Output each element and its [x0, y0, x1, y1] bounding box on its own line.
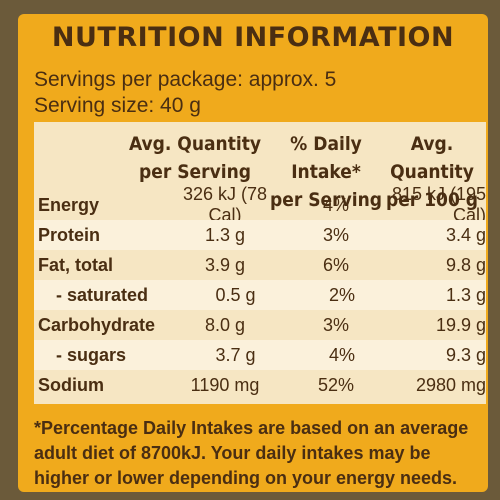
- header-avg-quantity-per-serving: Avg. Quantity per Serving: [128, 133, 262, 183]
- per-serving-value: 0.5 g: [215, 284, 256, 305]
- row-label: Protein: [38, 224, 101, 245]
- daily-intake-value: 3%: [323, 314, 350, 335]
- daily-intake-value: 3%: [323, 224, 350, 245]
- daily-intake-value: 6%: [323, 254, 350, 275]
- table-row-protein: Protein 1.3 g 3% 3.4 g: [34, 220, 486, 250]
- per-100g-value: 3.4 g: [445, 224, 487, 245]
- per-serving-value: 1190 mg: [190, 374, 260, 395]
- daily-intake-value: 2%: [329, 284, 356, 305]
- per-serving-value: 1.3 g: [204, 224, 246, 245]
- header-avg-quantity-per-100g: Avg. Quantity per 100 g: [385, 133, 479, 211]
- per-100g-value: 2980 mg: [415, 374, 487, 395]
- per-100g-value: 1.3 g: [445, 284, 486, 305]
- table-row-sodium: Sodium 1190 mg 52% 2980 mg: [34, 370, 486, 400]
- row-label: Fat, total: [38, 254, 113, 275]
- table-row-sugars: - sugars 3.7 g 4% 9.3 g: [34, 340, 486, 370]
- per-100g-value: 9.3 g: [445, 344, 486, 365]
- daily-intake-value: 4%: [329, 344, 356, 365]
- table-row-saturated: - saturated 0.5 g 2% 1.3 g: [34, 280, 486, 310]
- per-serving-value: 8.0 g: [204, 314, 246, 335]
- row-label: - sugars: [56, 344, 127, 365]
- serving-size: Serving size: 40 g: [34, 94, 201, 117]
- row-label: Energy: [38, 194, 100, 215]
- row-label: Sodium: [38, 374, 104, 395]
- nutrition-panel: NUTRITION INFORMATION Servings per packa…: [18, 14, 488, 492]
- daily-intake-value: 52%: [318, 374, 355, 395]
- daily-intake-value: 4%: [323, 194, 350, 215]
- row-label: - saturated: [56, 284, 149, 305]
- header-daily-intake-per-serving: % Daily Intake* per Serving: [270, 133, 382, 211]
- servings-per-package: Servings per package: approx. 5: [34, 68, 337, 91]
- nutrition-table: Avg. Quantity per Serving % Daily Intake…: [34, 122, 486, 404]
- table-row-fat-total: Fat, total 3.9 g 6% 9.8 g: [34, 250, 486, 280]
- table-row-carbohydrate: Carbohydrate 8.0 g 3% 19.9 g: [34, 310, 486, 340]
- per-serving-value: 3.7 g: [215, 344, 256, 365]
- per-serving-value: 3.9 g: [204, 254, 246, 275]
- per-100g-value: 19.9 g: [435, 314, 487, 335]
- page-title: NUTRITION INFORMATION: [51, 22, 455, 53]
- row-label: Carbohydrate: [38, 314, 156, 335]
- per-100g-value: 9.8 g: [445, 254, 487, 275]
- table-row-energy: Energy 326 kJ (78 Cal) 4% 815 kJ (195 Ca…: [34, 184, 486, 225]
- daily-intake-footnote: *Percentage Daily Intakes are based on a…: [34, 418, 469, 488]
